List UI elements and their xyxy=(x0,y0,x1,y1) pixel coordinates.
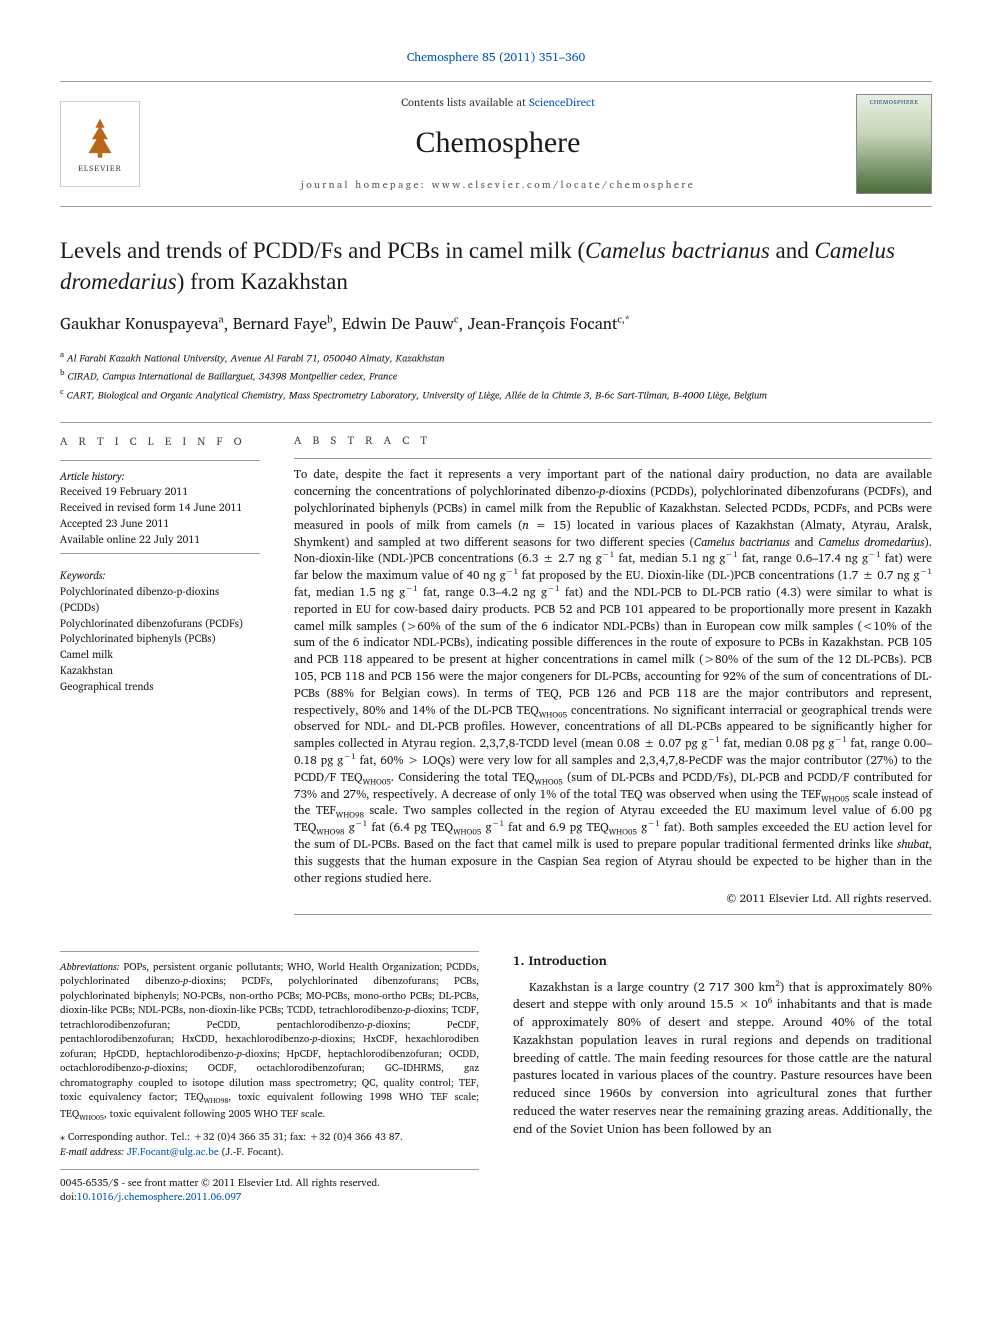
article-info-heading: a r t i c l e i n f o xyxy=(60,433,260,450)
front-matter-line: 0045-6535/$ - see front matter © 2011 El… xyxy=(60,1176,479,1190)
abstract-text: To date, despite the fact it represents … xyxy=(294,467,932,887)
journal-title: Chemosphere xyxy=(140,122,856,164)
footer: 0045-6535/$ - see front matter © 2011 El… xyxy=(60,1169,479,1204)
contents-available: Contents lists available at ScienceDirec… xyxy=(140,95,856,110)
corresponding-author: ⁎ Corresponding author. Tel.: +32 (0)4 3… xyxy=(60,1130,479,1159)
article-info-column: a r t i c l e i n f o Article history: R… xyxy=(60,433,260,924)
author-list: Gaukhar Konuspayevaa, Bernard Fayeb, Edw… xyxy=(60,313,932,336)
section-heading: 1. Introduction xyxy=(513,951,932,969)
abbreviations-block: Abbreviations: POPs, persistent organic … xyxy=(60,951,479,1125)
abstract-heading: a b s t r a c t xyxy=(294,433,932,448)
keyword: Polychlorinated dibenzo-p-dioxins (PCDDs… xyxy=(60,584,260,616)
author: Bernard Fayeb xyxy=(233,311,333,337)
elsevier-tree-icon xyxy=(77,114,123,160)
affiliations: a Al Farabi Kazakh National University, … xyxy=(60,348,932,404)
email-link[interactable]: JF.Focant@ulg.ac.be xyxy=(127,1144,219,1160)
keyword: Geographical trends xyxy=(60,679,260,695)
journal-cover-thumbnail xyxy=(856,94,932,194)
article-title: Levels and trends of PCDD/Fs and PCBs in… xyxy=(60,235,932,297)
introduction-section: 1. Introduction Kazakhstan is a large co… xyxy=(513,951,932,1205)
intro-paragraph: Kazakhstan is a large country (2 717 300… xyxy=(513,979,932,1139)
abstract-copyright: © 2011 Elsevier Ltd. All rights reserved… xyxy=(294,891,932,907)
sciencedirect-link[interactable]: ScienceDirect xyxy=(529,93,595,111)
author: Edwin De Pauwc xyxy=(342,311,459,337)
journal-issue-link[interactable]: Chemosphere 85 (2011) 351–360 xyxy=(60,50,932,67)
doi-link[interactable]: 10.1016/j.chemosphere.2011.06.097 xyxy=(77,1189,242,1205)
journal-homepage: journal homepage: www.elsevier.com/locat… xyxy=(140,178,856,192)
elsevier-text: ELSEVIER xyxy=(78,163,122,174)
author: Jean-François Focantc,* xyxy=(468,311,630,337)
elsevier-logo: ELSEVIER xyxy=(60,101,140,187)
masthead: ELSEVIER Contents lists available at Sci… xyxy=(60,81,932,207)
email-label: E-mail address: xyxy=(60,1144,124,1160)
history-line: Available online 22 July 2011 xyxy=(60,532,260,548)
divider xyxy=(60,422,932,423)
abstract-column: a b s t r a c t To date, despite the fac… xyxy=(294,433,932,924)
author: Gaukhar Konuspayevaa xyxy=(60,311,224,337)
